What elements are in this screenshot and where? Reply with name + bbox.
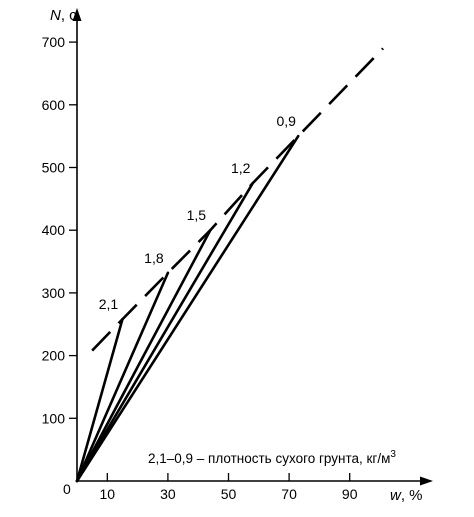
origin-label: 0 (63, 481, 71, 497)
x-tick-label-70: 70 (281, 486, 297, 502)
series-line-1,2 (75, 181, 255, 483)
series-lines (75, 134, 300, 483)
y-axis-arrow (72, 8, 82, 21)
series-line-1,8 (75, 271, 170, 483)
series-line-2,1 (75, 317, 124, 483)
series-label-1,8: 1,8 (144, 250, 164, 266)
x-tick-label-10: 10 (100, 486, 116, 502)
series-label-2,1: 2,1 (99, 296, 119, 312)
series-label-1,2: 1,2 (231, 160, 251, 176)
y-tick-label-500: 500 (42, 160, 66, 176)
envelope-dashed-line (91, 47, 384, 352)
x-tick-label-90: 90 (342, 486, 358, 502)
y-axis (72, 8, 82, 481)
y-tick-label-300: 300 (42, 285, 66, 301)
y-tick-label-700: 700 (42, 34, 66, 50)
y-tick-label-600: 600 (42, 97, 66, 113)
x-tick-label-30: 30 (160, 486, 176, 502)
x-axis-label: w, % (390, 487, 423, 504)
series-line-0,9 (75, 134, 300, 483)
y-tick-label-400: 400 (42, 222, 66, 238)
y-tick-label-200: 200 (42, 348, 66, 364)
series-line-1,5 (75, 228, 212, 483)
x-tick-label-50: 50 (221, 486, 237, 502)
envelope-line (91, 47, 384, 352)
axis-ticks: 100 200 300 400 500 600 700 10 30 50 70 90 (42, 34, 358, 502)
x-axis (77, 476, 433, 486)
x-axis-arrow (420, 476, 433, 486)
y-tick-label-100: 100 (42, 410, 66, 426)
series-label-1,5: 1,5 (187, 207, 207, 223)
series-label-0,9: 0,9 (276, 113, 296, 129)
y-axis-label: N, с (50, 7, 77, 24)
labels-layer: 2,1 1,8 1,5 1,2 0,9 (99, 113, 296, 312)
legend-annotation: 2,1–0,9 – плотность сухого грунта, кг/м3 (148, 449, 396, 466)
